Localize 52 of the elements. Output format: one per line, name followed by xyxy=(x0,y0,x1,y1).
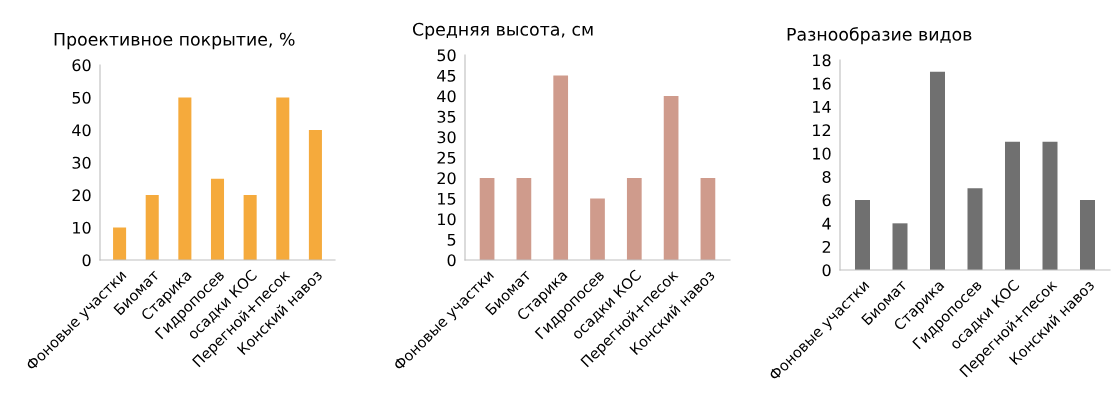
bar xyxy=(113,227,127,260)
y-tick-label: 30 xyxy=(72,156,91,169)
bar xyxy=(930,71,945,270)
y-tick-label: 40 xyxy=(72,124,91,137)
bar xyxy=(210,178,225,260)
y-tick-label: 8 xyxy=(822,170,831,183)
bar xyxy=(145,195,159,260)
y-tick-label: 6 xyxy=(822,194,831,207)
y-tick-label: 20 xyxy=(72,189,91,202)
y-tick-label: 25 xyxy=(437,151,456,164)
y-tick-label: 5 xyxy=(447,233,456,246)
bar xyxy=(855,200,870,270)
chart-title: Разнообразие видов xyxy=(787,27,972,45)
bar xyxy=(1080,200,1095,270)
chart-title: Средняя высота, см xyxy=(412,22,593,40)
y-tick-label: 35 xyxy=(437,110,456,123)
bar xyxy=(590,198,605,260)
y-tick-label: 20 xyxy=(437,172,456,185)
y-tick-label: 2 xyxy=(822,240,831,253)
bar xyxy=(892,223,908,270)
bar xyxy=(626,178,642,260)
bar xyxy=(1005,141,1020,270)
bar xyxy=(308,130,322,260)
y-tick-label: 50 xyxy=(437,49,456,62)
y-tick-label: 30 xyxy=(437,131,456,144)
y-tick-label: 40 xyxy=(437,90,456,103)
bar xyxy=(178,97,192,260)
y-tick-label: 10 xyxy=(438,213,456,226)
bar xyxy=(663,96,679,260)
bar xyxy=(243,195,257,260)
bar xyxy=(479,178,495,260)
y-tick-label: 10 xyxy=(73,221,91,234)
bar xyxy=(967,188,983,270)
bar xyxy=(516,178,532,260)
y-tick-label: 0 xyxy=(447,254,456,267)
y-tick-label: 0 xyxy=(82,254,91,267)
y-tick-label: 12 xyxy=(813,124,831,137)
chart-title: Проективное покрытие, % xyxy=(54,32,295,50)
bar xyxy=(553,75,569,260)
bar xyxy=(1042,141,1058,270)
y-tick-label: 4 xyxy=(822,217,831,230)
y-tick-label: 60 xyxy=(72,59,91,72)
y-tick-label: 14 xyxy=(813,101,831,113)
y-tick-label: 50 xyxy=(72,91,91,104)
bar xyxy=(276,97,290,260)
y-tick-label: 16 xyxy=(813,77,831,90)
y-tick-label: 0 xyxy=(822,264,831,277)
y-tick-label: 15 xyxy=(438,192,456,205)
y-tick-label: 45 xyxy=(437,69,456,82)
y-tick-label: 18 xyxy=(813,54,831,67)
bar xyxy=(700,178,716,260)
y-tick-label: 10 xyxy=(813,147,831,160)
